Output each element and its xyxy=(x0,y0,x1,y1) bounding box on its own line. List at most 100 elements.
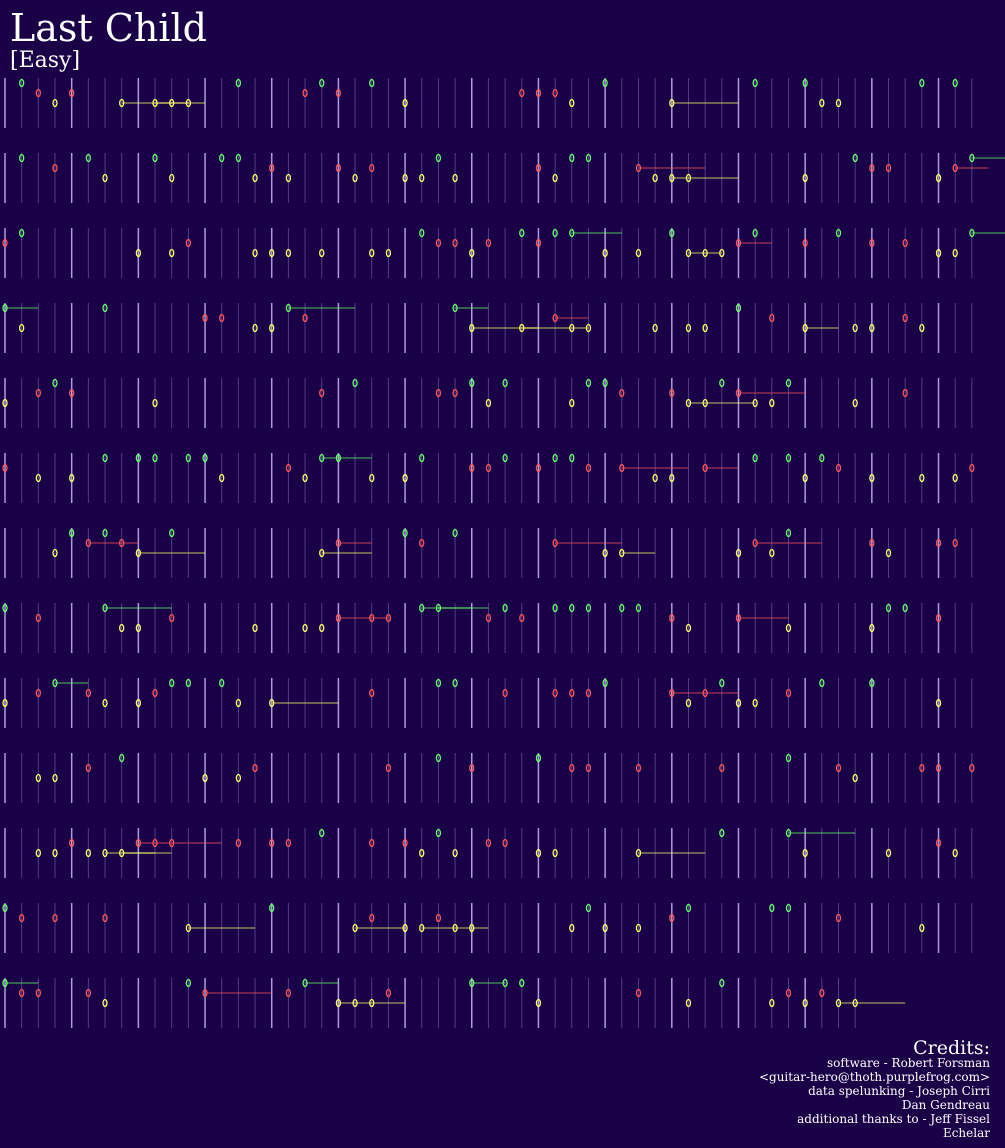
note xyxy=(919,323,925,333)
note xyxy=(369,913,375,923)
credits-heading: Credits: xyxy=(913,1037,990,1059)
note xyxy=(269,323,275,333)
note xyxy=(219,313,225,323)
note xyxy=(185,678,192,688)
note xyxy=(752,78,758,88)
note xyxy=(352,923,358,933)
note xyxy=(502,838,508,848)
note xyxy=(785,828,792,838)
note xyxy=(2,698,8,708)
note xyxy=(369,248,375,258)
note xyxy=(719,978,725,988)
note xyxy=(585,153,592,163)
note xyxy=(452,173,458,183)
difficulty: [Easy] xyxy=(10,48,80,73)
credit-line: <guitar-hero@thoth.purplefrog.com> xyxy=(759,1070,990,1084)
note xyxy=(35,688,41,698)
note xyxy=(252,248,258,258)
note xyxy=(885,848,892,858)
song-title: Last Child xyxy=(10,6,207,50)
note xyxy=(319,78,325,88)
note xyxy=(869,538,875,548)
note xyxy=(369,163,375,173)
note xyxy=(585,463,592,473)
note xyxy=(685,998,692,1008)
note xyxy=(435,238,442,248)
note xyxy=(569,603,575,613)
note xyxy=(819,98,825,108)
note xyxy=(419,923,425,933)
note xyxy=(569,228,575,238)
note xyxy=(585,688,592,698)
note xyxy=(635,763,642,773)
note xyxy=(135,453,142,463)
note xyxy=(552,313,558,323)
note xyxy=(535,753,542,763)
note xyxy=(235,838,242,848)
note xyxy=(869,238,875,248)
note xyxy=(735,698,742,708)
note xyxy=(769,398,775,408)
note xyxy=(519,323,525,333)
note xyxy=(135,698,142,708)
note xyxy=(602,378,608,388)
note xyxy=(235,773,242,783)
note xyxy=(585,323,592,333)
note xyxy=(802,323,808,333)
note-rows xyxy=(2,78,1005,1028)
note xyxy=(869,323,875,333)
note xyxy=(69,528,75,538)
note xyxy=(185,98,192,108)
note xyxy=(235,153,242,163)
note xyxy=(502,453,508,463)
note xyxy=(785,688,792,698)
note xyxy=(119,98,125,108)
note xyxy=(802,998,808,1008)
note xyxy=(952,848,958,858)
note xyxy=(2,603,8,613)
note xyxy=(435,828,442,838)
note xyxy=(185,978,192,988)
note xyxy=(519,978,525,988)
note xyxy=(935,538,942,548)
note xyxy=(752,398,758,408)
note xyxy=(102,603,108,613)
note xyxy=(469,763,475,773)
note xyxy=(52,163,58,173)
note xyxy=(802,848,808,858)
note xyxy=(385,763,392,773)
note xyxy=(869,678,875,688)
note xyxy=(85,538,91,548)
note xyxy=(369,838,375,848)
note xyxy=(469,978,475,988)
note xyxy=(785,988,792,998)
note xyxy=(352,998,358,1008)
note xyxy=(119,848,125,858)
note xyxy=(635,163,642,173)
note xyxy=(602,78,608,88)
note xyxy=(502,603,508,613)
note xyxy=(952,163,958,173)
note xyxy=(519,88,525,98)
note xyxy=(435,153,442,163)
note xyxy=(669,613,675,623)
note xyxy=(402,98,408,108)
note xyxy=(452,388,458,398)
note xyxy=(969,228,975,238)
note xyxy=(69,473,75,483)
note xyxy=(52,848,58,858)
note xyxy=(685,623,692,633)
note xyxy=(419,538,425,548)
note xyxy=(952,78,958,88)
note xyxy=(935,173,942,183)
note xyxy=(935,248,942,258)
note xyxy=(819,988,825,998)
note xyxy=(369,998,375,1008)
note xyxy=(469,378,475,388)
note xyxy=(419,228,425,238)
note xyxy=(602,923,608,933)
note xyxy=(269,163,275,173)
note xyxy=(452,238,458,248)
